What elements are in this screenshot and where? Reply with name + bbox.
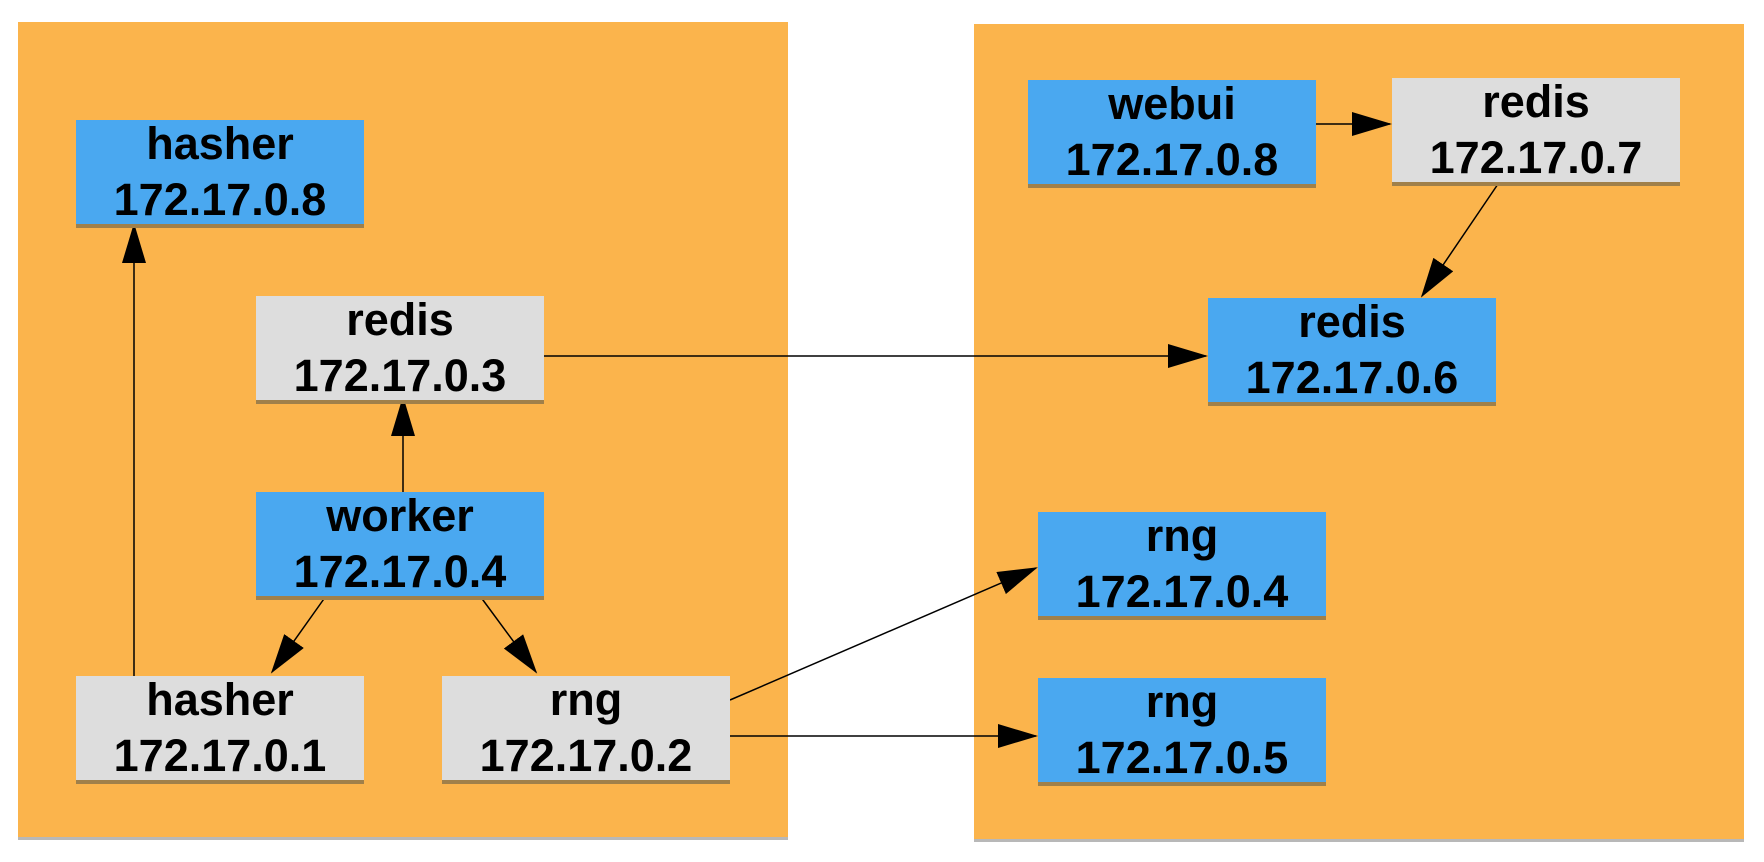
arrow-redis7-to-redis6 xyxy=(1420,183,1499,298)
node-ip: 172.17.0.2 xyxy=(479,730,693,781)
node-rng-172-17-0-4: rng 172.17.0.4 xyxy=(1038,510,1326,620)
node-rng-172-17-0-2: rng 172.17.0.2 xyxy=(442,674,730,784)
node-name: hasher xyxy=(146,118,294,169)
node-ip: 172.17.0.4 xyxy=(293,546,507,597)
node-worker-172-17-0-4: worker 172.17.0.4 xyxy=(256,490,544,600)
node-ip: 172.17.0.8 xyxy=(113,174,327,225)
node-redis-172-17-0-7: redis 172.17.0.7 xyxy=(1392,76,1680,186)
arrow-worker-to-hasher1 xyxy=(270,595,327,674)
node-ip: 172.17.0.4 xyxy=(1075,566,1289,617)
arrow-rng2-to-rng4 xyxy=(729,567,1038,701)
node-name: hasher xyxy=(146,674,294,725)
node-webui-172-17-0-8: webui 172.17.0.8 xyxy=(1028,78,1316,188)
node-name: redis xyxy=(1482,76,1590,127)
node-name: webui xyxy=(1108,78,1236,129)
node-ip: 172.17.0.8 xyxy=(1065,134,1279,185)
node-ip: 172.17.0.3 xyxy=(293,350,507,401)
node-name: redis xyxy=(1298,296,1406,347)
node-ip: 172.17.0.7 xyxy=(1429,132,1643,183)
arrow-worker-to-rng2 xyxy=(479,595,538,674)
node-name: redis xyxy=(346,294,454,345)
node-redis-172-17-0-3: redis 172.17.0.3 xyxy=(256,294,544,404)
node-hasher-172-17-0-8: hasher 172.17.0.8 xyxy=(76,118,364,228)
node-name: worker xyxy=(326,490,474,541)
node-ip: 172.17.0.6 xyxy=(1245,352,1459,403)
node-name: rng xyxy=(1145,510,1219,561)
node-redis-172-17-0-6: redis 172.17.0.6 xyxy=(1208,296,1496,406)
node-rng-172-17-0-5: rng 172.17.0.5 xyxy=(1038,676,1326,786)
node-name: rng xyxy=(1145,676,1219,727)
node-name: rng xyxy=(549,674,623,725)
node-ip: 172.17.0.1 xyxy=(113,730,327,781)
node-ip: 172.17.0.5 xyxy=(1075,732,1289,783)
node-hasher-172-17-0-1: hasher 172.17.0.1 xyxy=(76,674,364,784)
